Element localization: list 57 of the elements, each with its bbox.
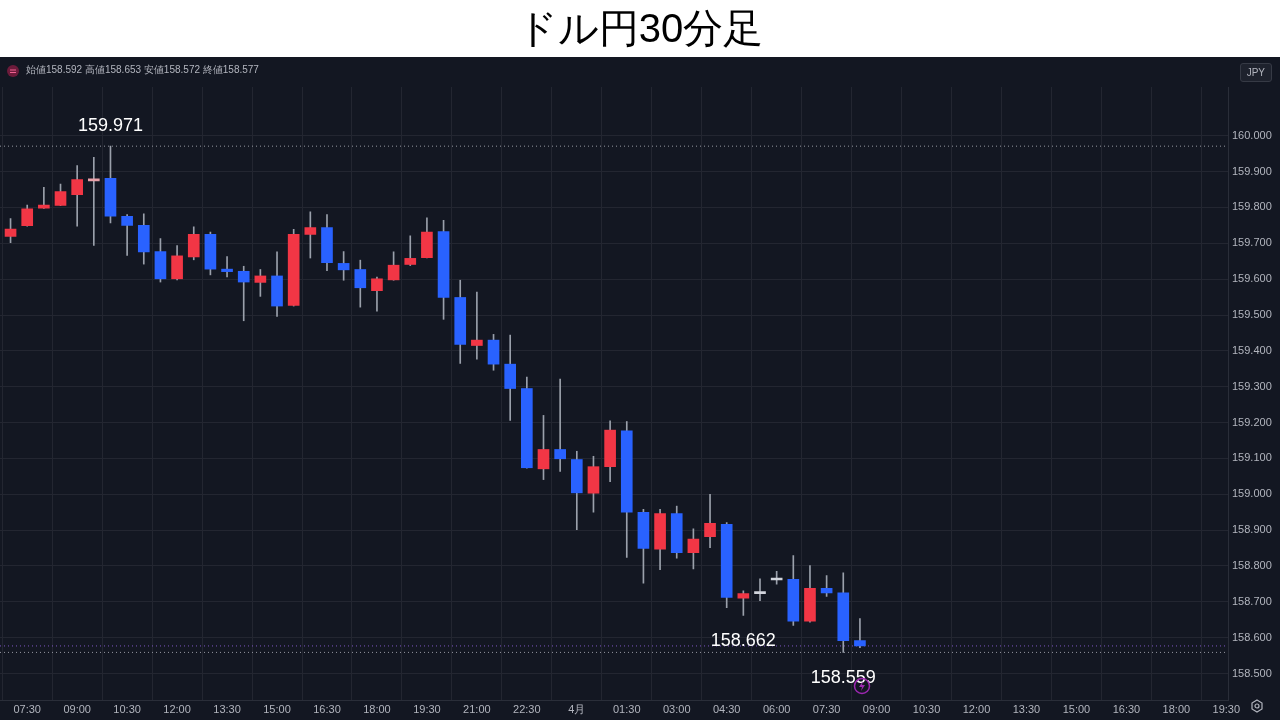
x-tick-label: 01:30 [613, 703, 641, 716]
candlestick [121, 214, 133, 256]
annotation: 159.971 [77, 115, 144, 136]
y-tick-label: 158.500 [1232, 666, 1272, 679]
x-tick-label: 22:30 [513, 703, 541, 716]
y-tick-label: 159.200 [1232, 415, 1272, 428]
x-tick-label: 09:00 [862, 703, 891, 716]
candlestick [754, 578, 766, 602]
y-tick-label: 158.600 [1232, 630, 1272, 643]
x-tick-label: 07:30 [13, 703, 41, 716]
candlestick [38, 187, 50, 209]
candlestick [404, 235, 417, 266]
candlestick [87, 156, 100, 246]
y-tick-label: 160.000 [1232, 128, 1272, 141]
x-tick-label: 15:00 [1062, 703, 1091, 716]
x-tick-label: 4月 [568, 703, 586, 716]
y-tick-label: 159.000 [1232, 487, 1272, 500]
x-tick-label: 21:00 [463, 703, 491, 716]
y-tick-label: 159.700 [1232, 236, 1272, 249]
x-tick-label: 16:30 [1112, 703, 1141, 716]
candlestick [471, 291, 483, 360]
y-tick-label: 158.800 [1232, 559, 1272, 572]
x-tick-label: 06:00 [762, 703, 791, 716]
y-tick-label: 159.300 [1232, 379, 1272, 392]
y-tick-label: 158.700 [1232, 594, 1272, 607]
chart-title: ドル円30分足 [515, 5, 765, 52]
x-tick-label: 10:30 [912, 703, 941, 716]
x-tick-label: 16:30 [313, 703, 341, 716]
x-tick-label: 04:30 [712, 703, 741, 716]
x-tick-label: 07:30 [812, 703, 841, 716]
x-tick-label: 19:30 [1212, 703, 1241, 716]
y-tick-label: 159.600 [1232, 272, 1272, 285]
candlestick [237, 265, 250, 322]
x-tick-label: 03:00 [662, 703, 691, 716]
x-tick-label: 18:00 [1162, 703, 1191, 716]
x-tick-label: 19:30 [413, 703, 441, 716]
text: 始値158.592 高値158.653 安値158.572 終値158.577 [26, 63, 259, 77]
y-tick-label: 159.100 [1232, 451, 1272, 464]
x-tick-label: 15:00 [263, 703, 291, 716]
y-tick-label: 159.400 [1232, 343, 1272, 356]
y-tick-label: 159.500 [1232, 308, 1272, 321]
y-tick-label: 159.800 [1232, 200, 1272, 213]
x-tick-label: 09:00 [63, 703, 91, 716]
annotation: 158.559 [810, 667, 876, 688]
candlestick [221, 256, 233, 278]
y-tick-label: 158.900 [1232, 523, 1272, 536]
x-tick-label: 10:30 [113, 703, 141, 716]
annotation: 158.662 [710, 630, 776, 651]
x-tick-label: 13:30 [213, 703, 241, 716]
x-tick-label: 18:00 [363, 703, 391, 716]
candlestick [554, 378, 566, 472]
x-tick-label: 12:00 [962, 703, 991, 716]
x-tick-label: 13:30 [1012, 703, 1041, 716]
y-tick-label: 159.900 [1232, 164, 1272, 177]
x-tick-label: 12:00 [163, 703, 191, 716]
text: JPY [1239, 63, 1272, 82]
candlestick [854, 618, 866, 649]
